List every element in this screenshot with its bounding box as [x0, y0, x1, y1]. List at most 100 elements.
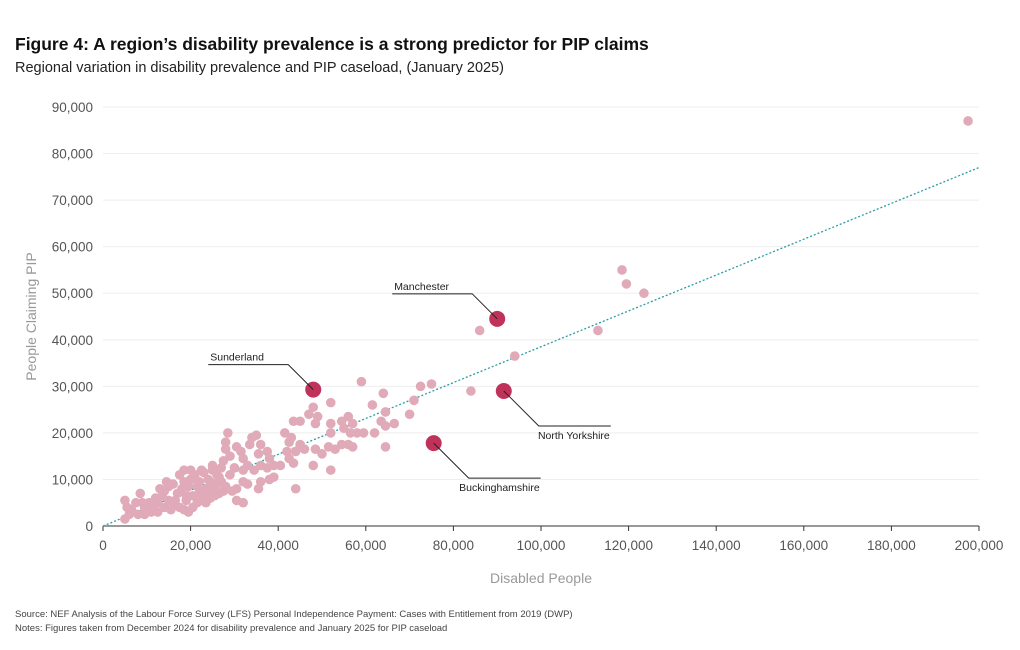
scatter-point [262, 446, 273, 457]
x-tick-label: 40,000 [258, 538, 299, 553]
scatter-point [369, 428, 380, 438]
y-tick-label: 80,000 [52, 147, 93, 162]
y-axis-title: People Claiming PIP [23, 252, 39, 380]
x-tick-label: 100,000 [517, 538, 566, 553]
scatter-point [426, 379, 437, 389]
scatter-point [308, 402, 319, 413]
x-tick-label: 200,000 [955, 538, 1004, 553]
scatter-point [345, 428, 356, 438]
x-tick-label: 20,000 [170, 538, 211, 553]
scatter-point [207, 465, 218, 475]
y-tick-label: 70,000 [52, 193, 93, 208]
axis-layer: 0 10,000 20,000 30,000 40,000 50,000 60,000 70,… [23, 100, 1003, 586]
y-tick-label: 50,000 [52, 286, 93, 301]
scatter-point [161, 476, 172, 487]
annotation-label: Manchester [394, 281, 449, 293]
scatter-point [214, 472, 224, 482]
scatter-point [290, 446, 301, 457]
scatter-point [262, 463, 273, 473]
x-axis-title: Disabled People [490, 570, 592, 586]
scatter-point [170, 495, 181, 506]
scatter-point [279, 428, 290, 438]
x-tick-label: 0 [99, 538, 107, 553]
scatter-point [220, 437, 231, 448]
x-tick-label: 80,000 [433, 538, 474, 553]
scatter-point [325, 428, 336, 438]
scatter-point [181, 495, 192, 506]
scatter-point [183, 481, 194, 492]
scatter-point [163, 495, 174, 506]
scatter-point [295, 416, 305, 427]
scatter-point [358, 428, 369, 438]
scatter-point [244, 439, 255, 450]
scatter-point [304, 409, 314, 420]
scatter-point [380, 421, 391, 431]
scatter-point [137, 497, 148, 508]
scatter-point [312, 411, 323, 422]
scatter-point [194, 476, 205, 487]
x-tick-label: 120,000 [604, 538, 653, 553]
x-tick-label: 180,000 [867, 538, 916, 553]
scatter-point [380, 442, 391, 452]
chart-subtitle: Regional variation in disability prevale… [15, 60, 504, 76]
scatter-point [155, 483, 165, 494]
annotation-label: Sunderland [210, 352, 264, 364]
annotation-leader-line [503, 390, 611, 427]
scatter-point [352, 428, 362, 438]
scatter-point [238, 453, 248, 464]
scatter-point [325, 465, 336, 475]
y-tick-label: 30,000 [52, 379, 93, 394]
scatter-point [593, 325, 603, 336]
scatter-point [218, 486, 229, 496]
scatter-point [389, 418, 400, 429]
scatter-point [290, 483, 301, 494]
scatter-point [179, 465, 189, 475]
scatter-point [249, 465, 259, 475]
scatter-point [325, 418, 336, 429]
scatter-point [474, 325, 485, 336]
scatter-point [131, 497, 141, 508]
scatter-point [203, 474, 213, 485]
annotation-leader-line [208, 364, 314, 390]
y-tick-label: 40,000 [52, 333, 93, 348]
scatter-point [229, 463, 240, 473]
scatter-point [378, 388, 389, 399]
scatter-point [308, 460, 319, 471]
scatter-point [120, 514, 130, 524]
scatter-point [356, 376, 367, 387]
scatter-point [317, 449, 327, 459]
scatter-chart: 0 10,000 20,000 30,000 40,000 50,000 60,000 70,… [23, 100, 1003, 586]
scatter-point [347, 442, 358, 452]
points-layer [120, 116, 973, 524]
scatter-point [220, 444, 231, 454]
x-tick-label: 160,000 [779, 538, 828, 553]
annotation-label: North Yorkshire [538, 430, 610, 442]
annotation-leader-line [392, 293, 498, 320]
y-tick-label: 60,000 [52, 240, 93, 255]
scatter-point [347, 418, 358, 429]
scatter-point [509, 351, 520, 361]
annotation-leader-line [433, 442, 541, 479]
scatter-point [185, 465, 196, 475]
x-tick-label: 60,000 [345, 538, 386, 553]
scatter-point [409, 395, 419, 406]
scatter-point [336, 439, 347, 450]
scatter-point [238, 465, 248, 475]
chart-title: Figure 4: A region’s disability prevalen… [15, 34, 649, 54]
scatter-point [198, 490, 209, 501]
scatter-point [120, 495, 130, 506]
x-tick-label: 140,000 [692, 538, 741, 553]
scatter-point [253, 483, 264, 494]
scatter-point [225, 469, 235, 480]
notes-note: Notes: Figures taken from December 2024 … [15, 623, 448, 634]
scatter-point [135, 488, 146, 499]
scatter-point [380, 407, 391, 417]
scatter-point [466, 386, 476, 396]
scatter-point [255, 439, 266, 450]
annotation-layer: Manchester Sunderland North Yorkshire Bucki… [208, 281, 611, 494]
scatter-point [133, 509, 143, 520]
scatter-point [404, 409, 415, 420]
y-tick-label: 0 [85, 519, 93, 534]
scatter-point [617, 265, 627, 275]
scatter-point [639, 288, 649, 299]
